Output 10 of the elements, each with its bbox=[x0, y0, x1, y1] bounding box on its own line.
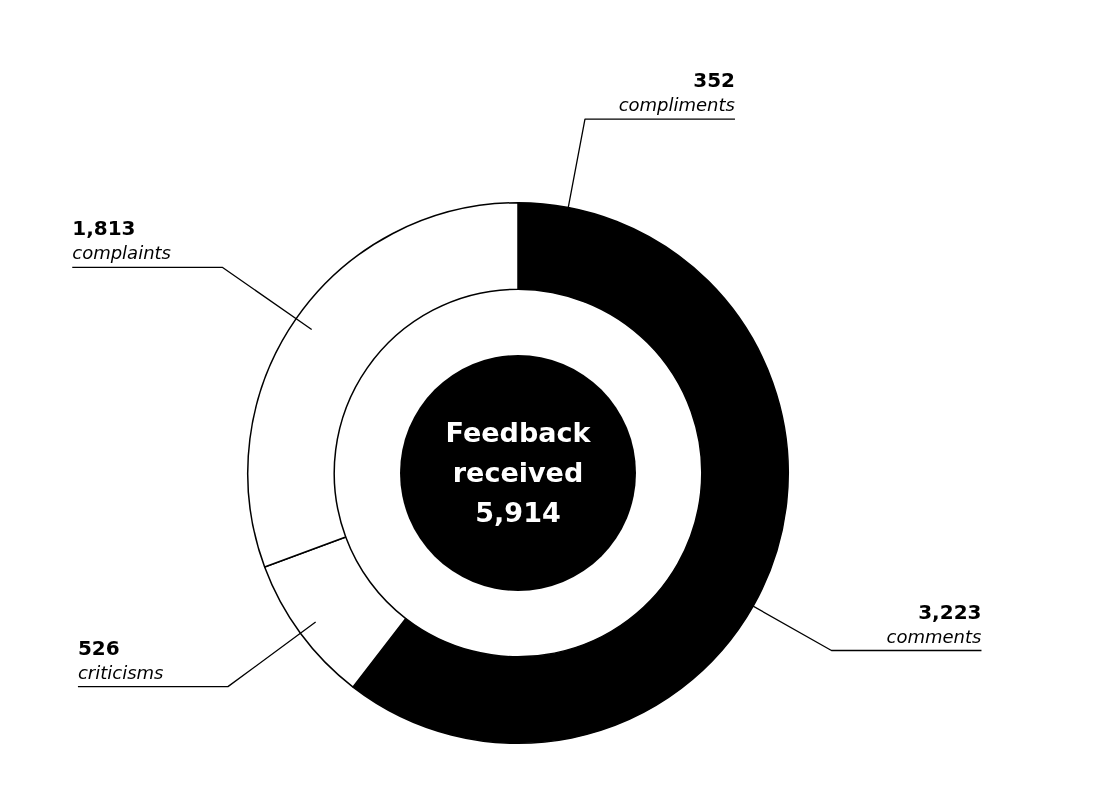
slice-label: criticisms bbox=[77, 661, 164, 683]
slice-label: comments bbox=[886, 625, 982, 647]
slice-label: compliments bbox=[618, 94, 735, 116]
data-label: 3,223 bbox=[918, 599, 982, 624]
text: 5,914 bbox=[474, 496, 562, 530]
data-label: 526 bbox=[77, 635, 120, 660]
data-label: 352 bbox=[693, 68, 735, 93]
text: Feedback received bbox=[444, 416, 592, 490]
data-label: 1,813 bbox=[72, 216, 136, 241]
slice-label: complaints bbox=[72, 242, 171, 264]
